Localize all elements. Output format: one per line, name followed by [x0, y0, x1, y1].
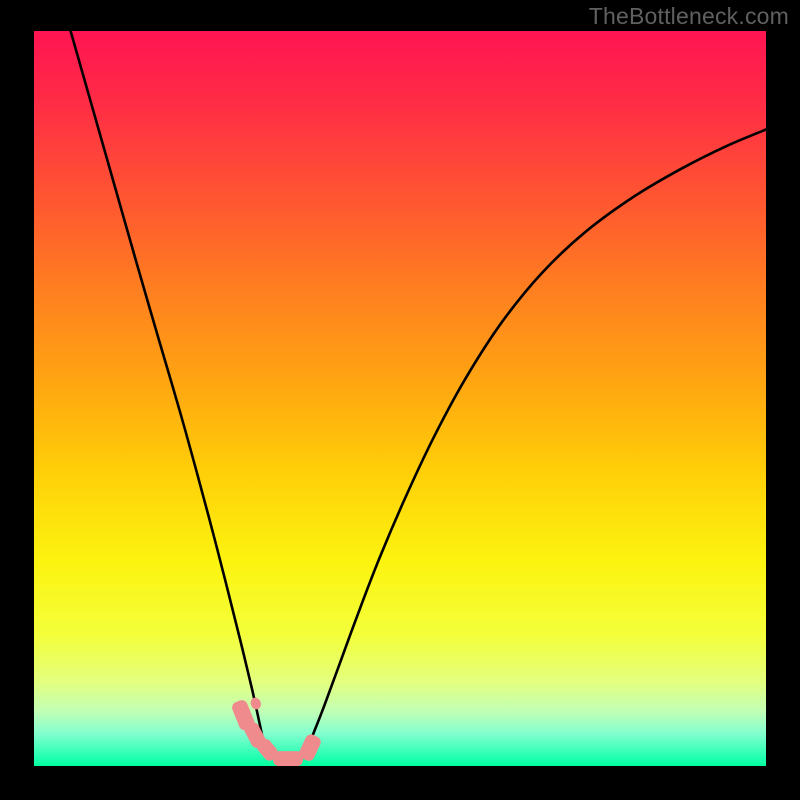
valley-marker-3 — [273, 751, 303, 766]
gradient-background — [34, 31, 766, 766]
watermark-label: TheBottleneck.com — [589, 3, 789, 30]
chart-svg — [34, 31, 766, 766]
chart-plot-area — [34, 31, 766, 766]
